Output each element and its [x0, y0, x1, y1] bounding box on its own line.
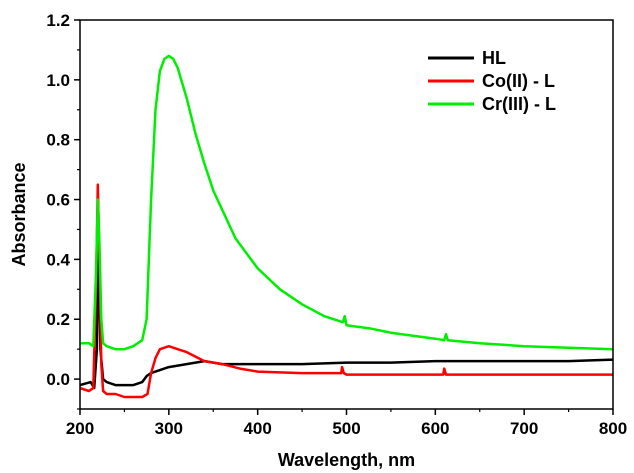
y-axis-title: Absorbance — [9, 162, 29, 266]
y-tick-label: 1.0 — [46, 71, 70, 90]
y-tick-label: 1.2 — [46, 11, 70, 30]
x-axis-title: Wavelength, nm — [278, 450, 415, 470]
series-layer — [79, 54, 614, 399]
y-tick-label: 0.6 — [46, 191, 70, 210]
x-tick-label: 400 — [243, 419, 271, 438]
x-tick-label: 300 — [155, 419, 183, 438]
y-tick-label: 0.8 — [46, 131, 70, 150]
x-tick-label: 700 — [510, 419, 538, 438]
x-tick-label: 600 — [421, 419, 449, 438]
series-line-3 — [80, 54, 614, 351]
x-axis-ticks: 200 300 400 500 600 700 800 — [66, 409, 627, 438]
y-tick-label: 0.4 — [46, 250, 70, 269]
x-tick-label: 200 — [66, 419, 94, 438]
legend: HL Co(II) - L Cr(III) - L — [428, 48, 556, 114]
legend-label-3: Cr(III) - L — [482, 94, 556, 114]
x-tick-label: 800 — [599, 419, 627, 438]
series-line-2 — [79, 183, 613, 399]
y-tick-label: 0.0 — [46, 370, 70, 389]
legend-label-2: Co(II) - L — [482, 71, 555, 91]
series-line-1 — [79, 228, 614, 390]
x-tick-label: 500 — [332, 419, 360, 438]
legend-label-1: HL — [482, 48, 506, 68]
y-axis-ticks: 0.0 0.2 0.4 0.6 0.8 1.0 1.2 — [46, 11, 80, 410]
y-tick-label: 0.2 — [46, 310, 70, 329]
